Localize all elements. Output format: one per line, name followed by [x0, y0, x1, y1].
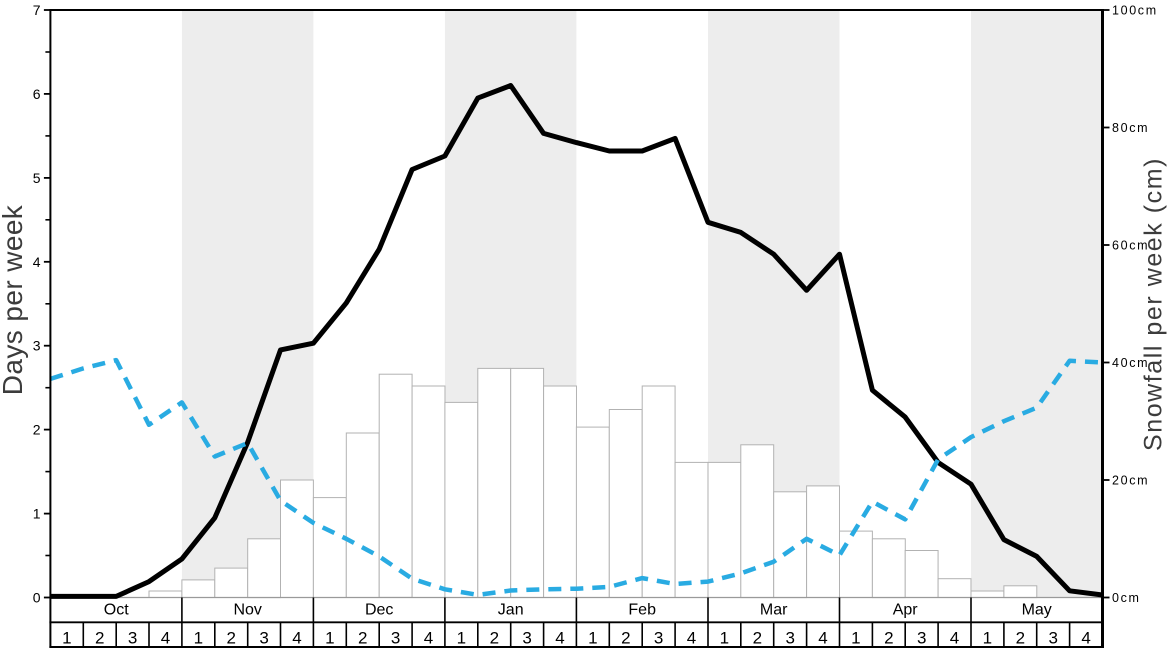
svg-text:Oct: Oct	[104, 602, 129, 619]
svg-text:Snowfall per week (cm): Snowfall per week (cm)	[1140, 157, 1168, 451]
svg-text:3: 3	[1048, 628, 1057, 647]
svg-text:40cm: 40cm	[1112, 356, 1149, 370]
svg-text:0cm: 0cm	[1112, 591, 1141, 605]
svg-text:7: 7	[33, 2, 41, 18]
svg-text:100cm: 100cm	[1112, 4, 1158, 18]
svg-text:4: 4	[1081, 628, 1090, 647]
svg-text:4: 4	[818, 628, 827, 647]
svg-text:3: 3	[33, 338, 41, 354]
svg-text:4: 4	[687, 628, 696, 647]
svg-text:Dec: Dec	[365, 602, 393, 619]
svg-text:20cm: 20cm	[1112, 474, 1149, 488]
svg-text:3: 3	[917, 628, 926, 647]
svg-text:2: 2	[95, 628, 104, 647]
svg-text:4: 4	[555, 628, 564, 647]
svg-text:1: 1	[851, 628, 860, 647]
svg-text:3: 3	[522, 628, 531, 647]
svg-text:2: 2	[33, 422, 41, 438]
svg-text:1: 1	[588, 628, 597, 647]
svg-text:1: 1	[62, 628, 71, 647]
svg-text:1: 1	[33, 506, 41, 522]
svg-text:2: 2	[753, 628, 762, 647]
svg-text:Apr: Apr	[893, 602, 919, 619]
svg-text:4: 4	[292, 628, 301, 647]
svg-text:60cm: 60cm	[1112, 239, 1149, 253]
svg-text:2: 2	[1016, 628, 1025, 647]
svg-text:1: 1	[720, 628, 729, 647]
svg-text:1: 1	[457, 628, 466, 647]
svg-text:May: May	[1022, 602, 1052, 619]
svg-text:6: 6	[33, 86, 41, 102]
svg-text:3: 3	[785, 628, 794, 647]
svg-text:4: 4	[424, 628, 433, 647]
svg-text:1: 1	[325, 628, 334, 647]
svg-text:Mar: Mar	[760, 602, 788, 619]
svg-text:1: 1	[194, 628, 203, 647]
svg-text:1: 1	[983, 628, 992, 647]
svg-text:2: 2	[884, 628, 893, 647]
svg-text:Feb: Feb	[628, 602, 656, 619]
svg-text:4: 4	[161, 628, 170, 647]
svg-text:4: 4	[950, 628, 959, 647]
svg-text:0: 0	[33, 590, 41, 606]
svg-text:3: 3	[391, 628, 400, 647]
svg-text:2: 2	[621, 628, 630, 647]
svg-text:Jan: Jan	[498, 602, 524, 619]
svg-text:4: 4	[33, 254, 41, 270]
svg-text:2: 2	[490, 628, 499, 647]
svg-text:Days per week: Days per week	[0, 204, 28, 395]
svg-text:5: 5	[33, 170, 41, 186]
svg-text:3: 3	[128, 628, 137, 647]
svg-text:3: 3	[654, 628, 663, 647]
svg-text:3: 3	[259, 628, 268, 647]
svg-text:Nov: Nov	[233, 602, 261, 619]
svg-text:2: 2	[226, 628, 235, 647]
svg-text:80cm: 80cm	[1112, 121, 1149, 135]
svg-text:2: 2	[358, 628, 367, 647]
